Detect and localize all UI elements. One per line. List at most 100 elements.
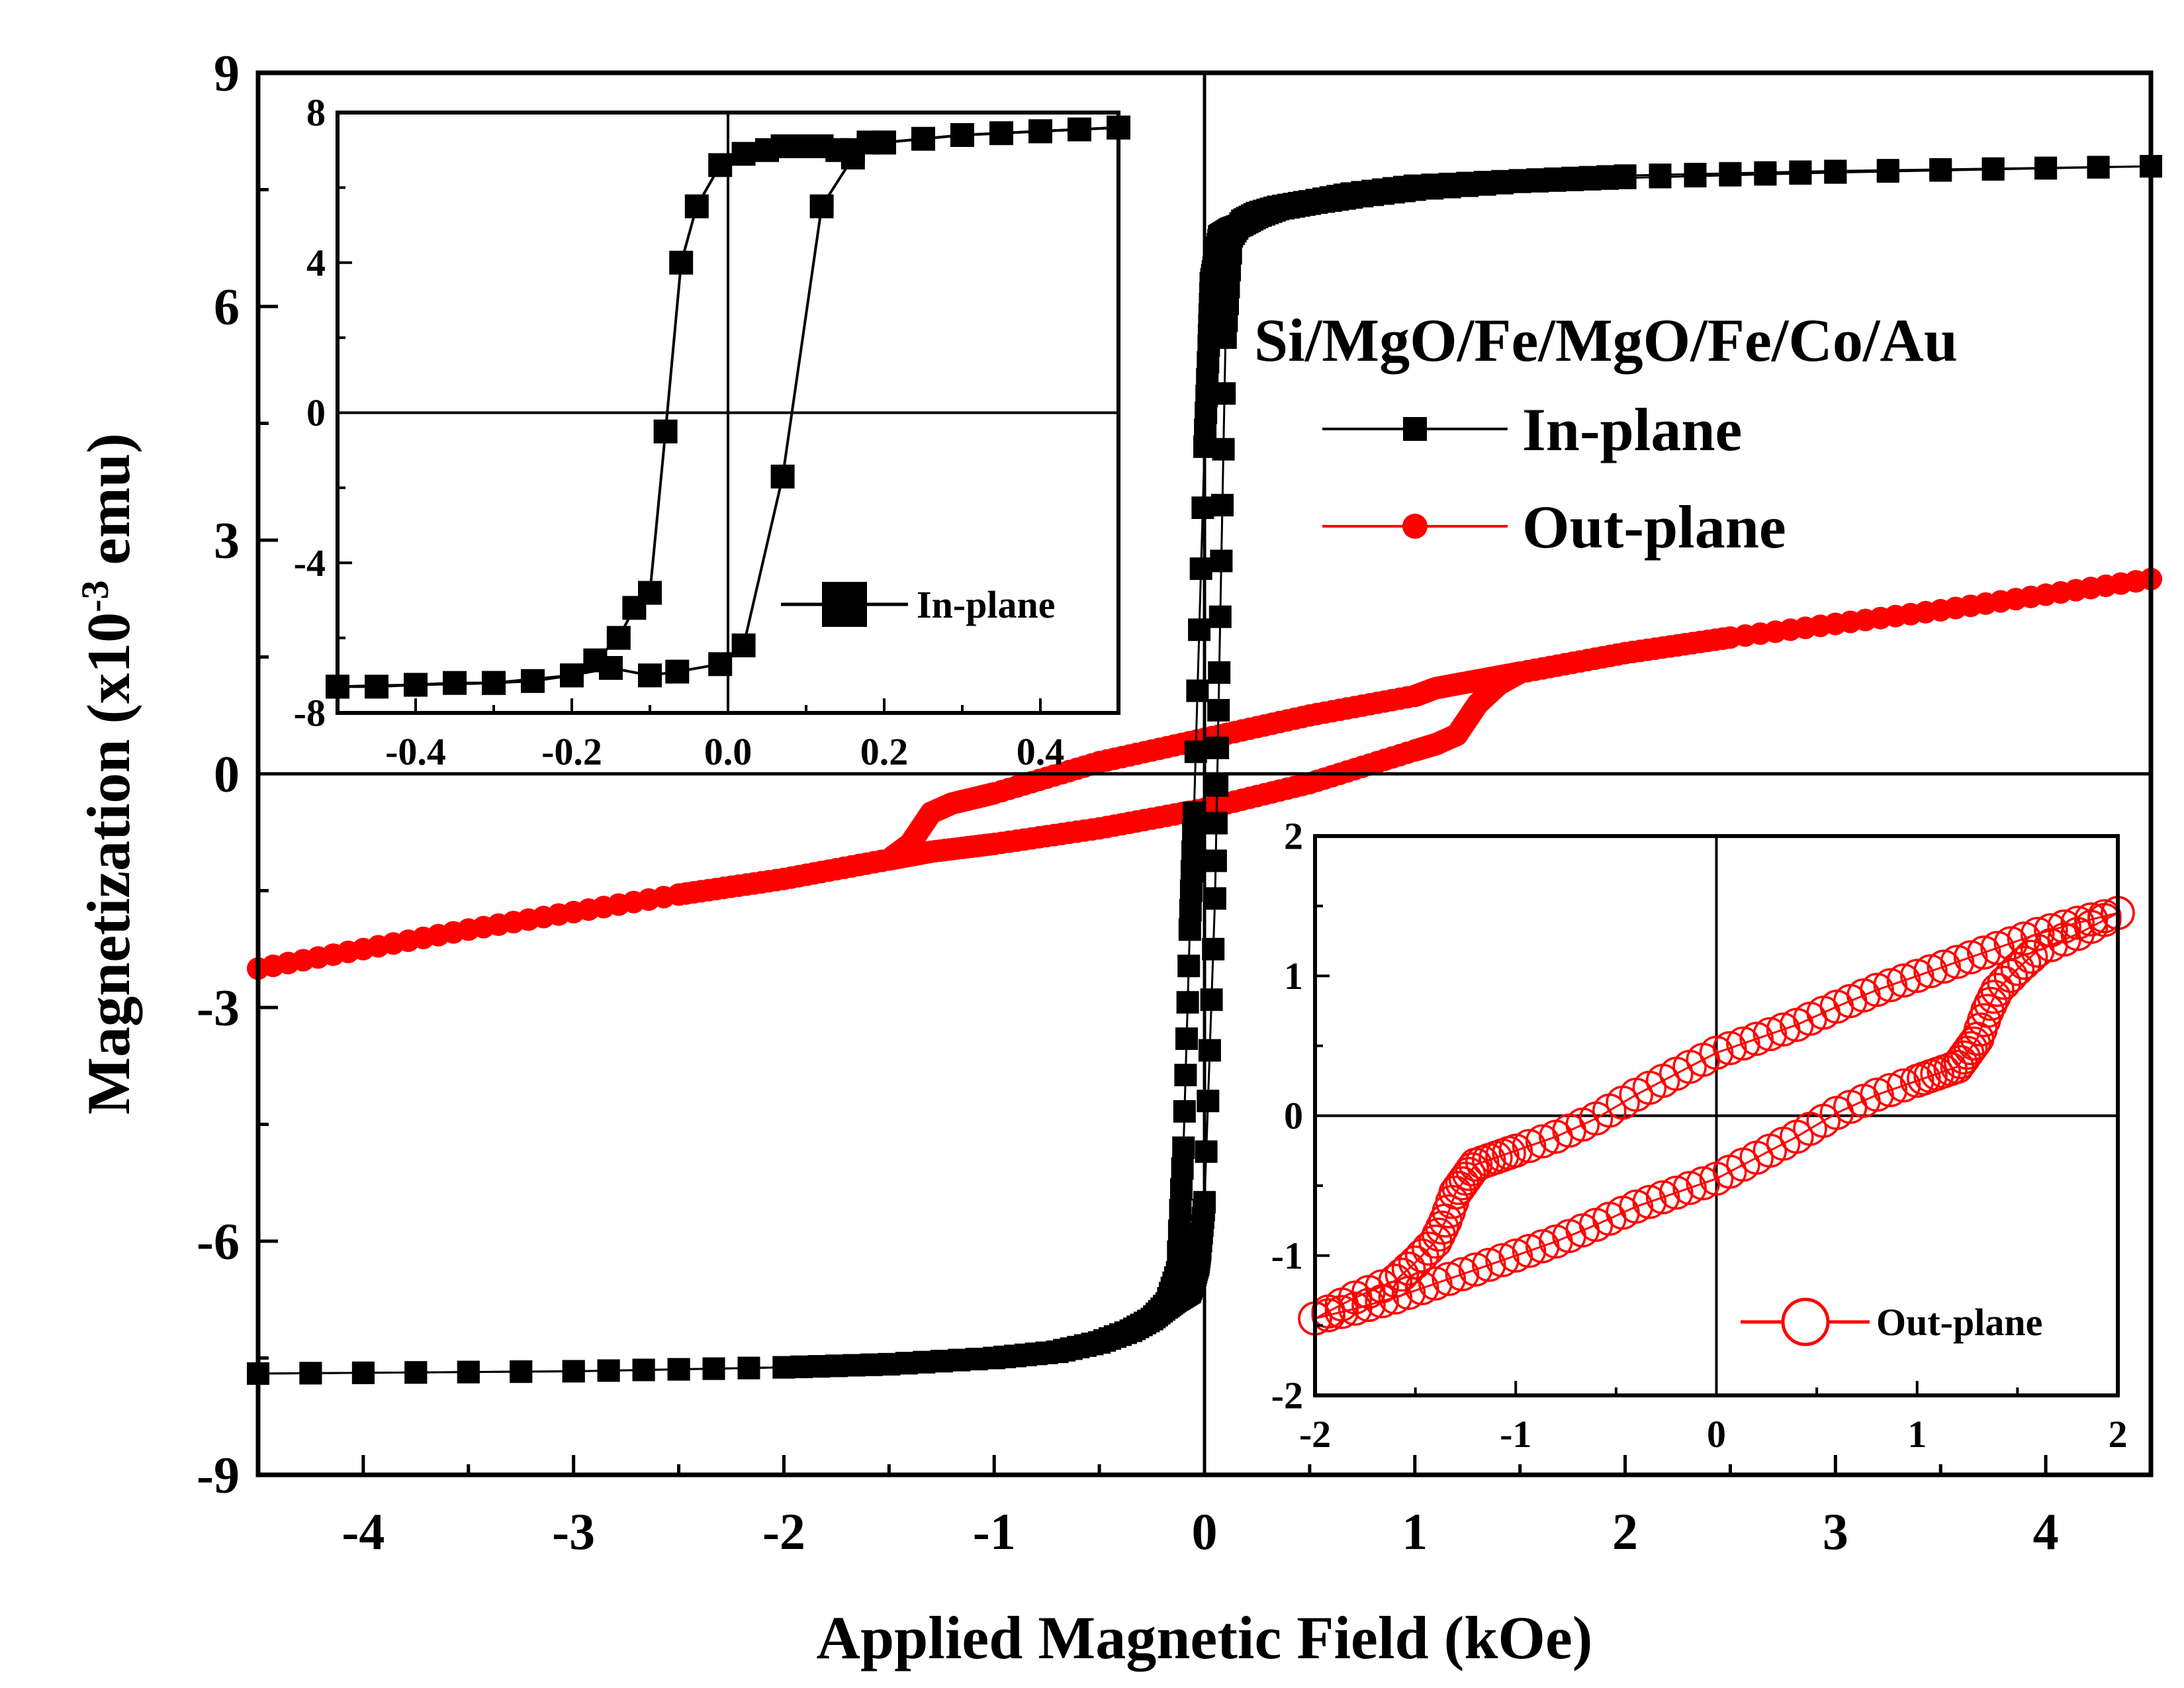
inset-out-plane-point: [1886, 1068, 1921, 1103]
inset-out-plane-point: [1873, 1073, 1908, 1107]
inset-out-plane-point: [1445, 1166, 1480, 1201]
in-plane-point: [1191, 496, 1214, 519]
inset-out-plane-point: [1512, 1129, 1547, 1164]
in-plane-point: [1183, 801, 1206, 824]
inset-in-plane-point: [482, 671, 506, 695]
inset-in-plane-y-tick-label: 8: [306, 91, 326, 134]
main-x-tick-label: -1: [973, 1503, 1016, 1560]
legend-inset-out-plane-label: Out-plane: [1876, 1301, 2042, 1344]
y-axis-title-base: Magnetization (x10: [75, 612, 142, 1115]
in-plane-point: [1203, 887, 1226, 910]
inset-out-plane-point: [2000, 951, 2035, 986]
inset-out-plane-point: [1987, 966, 2021, 1000]
inset-in-plane-point: [731, 142, 756, 166]
inset-in-plane-point: [653, 419, 678, 444]
inset-in-plane-ticks: -0.4 -0.2 0.0 0.2 0.4 -8 -4 0 4 8: [294, 91, 1120, 773]
inset-out-plane-point: [2007, 945, 2042, 980]
inset-in-plane-y-tick-label: 0: [306, 391, 326, 434]
inset-out-plane-point: [1365, 1284, 1399, 1319]
inset-in-plane-point: [770, 134, 795, 158]
in-plane-point: [1208, 605, 1232, 628]
in-plane-point: [1929, 158, 1952, 181]
inset-out-plane-ticks: -2 -1 0 1 2 -2 -1 0 1 2: [1271, 815, 2128, 1456]
in-plane-point: [1205, 812, 1228, 835]
main-x-tick-label: -4: [341, 1503, 385, 1560]
main-zero-lines: [258, 73, 2151, 1475]
inset-out-plane-point: [1445, 1257, 1480, 1291]
inset-in-plane-y-tick-label: -8: [294, 692, 326, 735]
in-plane-point: [562, 1360, 585, 1383]
inset-out-plane-point: [1953, 1031, 1988, 1066]
inset-out-plane-point: [1993, 959, 2028, 994]
inset-out-plane-point: [1739, 1021, 1774, 1056]
in-plane-point: [1171, 1157, 1194, 1180]
inset-out-plane-point: [1645, 1180, 1680, 1215]
legend-inset-in-plane: In-plane: [781, 582, 1056, 627]
inset-out-plane-point: [1980, 931, 2015, 965]
inset-out-plane-branch_descending-line: [1314, 912, 2118, 1320]
in-plane-point: [1206, 774, 1229, 797]
inset-in-plane-x-tick-label: 0.0: [704, 730, 752, 773]
in-plane-point: [1211, 494, 1234, 517]
legend-main: In-plane Out-plane: [1322, 396, 1786, 561]
in-plane-point: [1182, 821, 1205, 844]
sample-label: Si/MgO/Fe/MgO/Fe/Co/Au: [1254, 306, 1958, 374]
inset-out-plane-point: [1940, 945, 1975, 979]
in-plane-point: [299, 1362, 322, 1385]
inset-out-plane-point: [1780, 1008, 1814, 1042]
main-x-tick-label: 2: [1612, 1503, 1638, 1560]
inset-in-plane-point: [1028, 119, 1052, 144]
in-plane-point: [1177, 955, 1201, 978]
inset-out-plane-series-layer: [1298, 896, 2135, 1336]
inset-in-plane-point: [404, 673, 428, 697]
in-plane-point: [1210, 549, 1233, 573]
main-y-tick-label: 0: [214, 745, 240, 803]
inset-in-plane-point: [731, 633, 756, 657]
inset-in-plane-point: [872, 130, 896, 155]
inset-in-plane-zero-lines: [338, 113, 1118, 713]
in-plane-point: [1181, 840, 1204, 863]
main-y-tick-label: 6: [214, 278, 240, 336]
in-plane-point: [702, 1357, 725, 1380]
inset-out-plane-x-tick-label: -2: [1299, 1413, 1331, 1456]
in-plane-point: [1175, 1027, 1198, 1051]
in-plane-point: [1169, 1198, 1192, 1221]
inset-out-plane-point: [1726, 1026, 1760, 1061]
inset-in-plane-point: [708, 153, 733, 177]
in-plane-point: [1876, 159, 1899, 182]
inset-in-plane-x-tick-label: 0.2: [860, 730, 909, 773]
in-plane-point: [1188, 618, 1211, 641]
inset-out-plane-x-tick-label: 2: [2109, 1413, 2128, 1456]
in-plane-point: [1174, 1064, 1197, 1086]
inset-in-plane-point: [521, 669, 545, 693]
inset-in-plane-x-tick-label: 0.4: [1017, 730, 1065, 773]
in-plane-point: [1614, 164, 1637, 187]
in-plane-point: [2087, 156, 2110, 179]
legend-item-in-plane: In-plane: [1322, 396, 1742, 463]
inset-out-plane-point: [1900, 959, 1934, 994]
in-plane-point: [632, 1358, 655, 1382]
inset-out-plane-point: [1752, 1017, 1788, 1052]
y-axis-title-unit: emu): [75, 433, 142, 580]
main-x-tick-label: 4: [2033, 1503, 2059, 1560]
in-plane-point: [1684, 163, 1707, 185]
in-plane-point: [1206, 736, 1230, 759]
inset-in-plane-point: [684, 194, 709, 218]
inset-in-plane-point: [770, 464, 795, 489]
in-plane-point: [1824, 160, 1847, 183]
inset-out-plane-point: [1432, 1262, 1466, 1296]
inset-out-plane-point: [1619, 1190, 1653, 1224]
in-plane-point: [1754, 161, 1777, 184]
inset-out-plane-point: [1632, 1185, 1667, 1219]
inset-out-plane-y-tick-label: 2: [1284, 815, 1303, 858]
in-plane-point: [597, 1359, 620, 1382]
inset-in-plane: -0.4 -0.2 0.0 0.2 0.4 -8 -4 0 4 8 In-plane: [294, 91, 1130, 773]
inset-out-plane-point: [1391, 1251, 1426, 1286]
main-y-tick-label: 3: [214, 512, 240, 569]
in-plane-point: [457, 1360, 480, 1383]
inset-in-plane-point: [708, 652, 733, 677]
in-plane-point: [737, 1356, 760, 1380]
in-plane-point: [1178, 918, 1201, 941]
in-plane-point: [1198, 1039, 1221, 1062]
